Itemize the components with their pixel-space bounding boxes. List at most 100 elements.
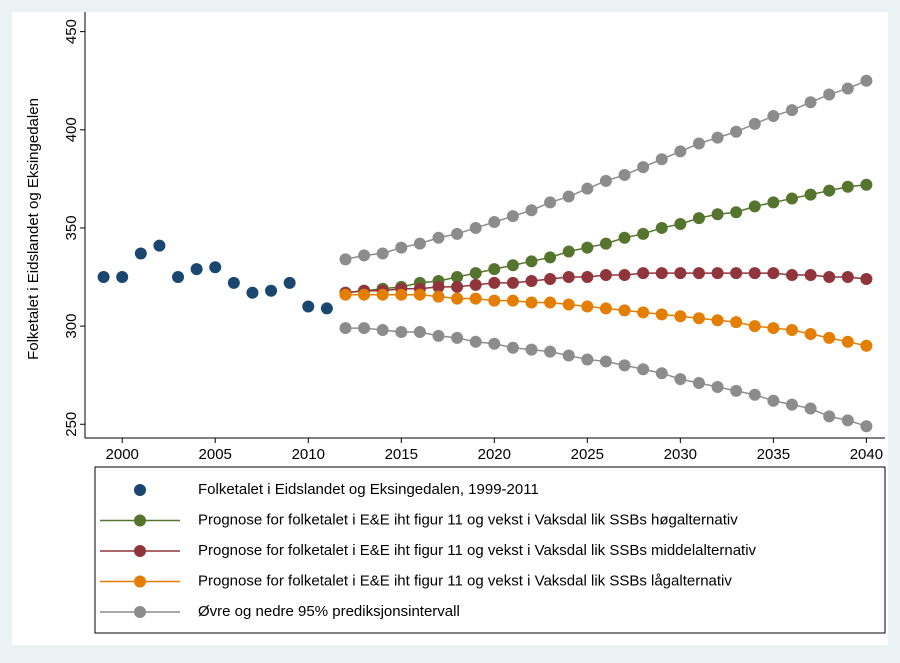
data-point <box>618 231 631 244</box>
data-point <box>488 216 501 229</box>
data-point <box>655 221 668 234</box>
data-point <box>525 255 538 268</box>
data-point <box>246 286 259 299</box>
data-point <box>581 271 594 284</box>
data-point <box>562 298 575 311</box>
data-point <box>581 182 594 195</box>
y-tick-label: 450 <box>63 19 80 44</box>
data-point <box>544 272 557 285</box>
data-point <box>637 306 650 319</box>
data-point <box>581 353 594 366</box>
data-point <box>767 110 780 123</box>
data-point <box>618 269 631 282</box>
data-point <box>358 249 371 262</box>
data-point <box>767 322 780 335</box>
data-point <box>841 180 854 193</box>
data-point <box>655 308 668 321</box>
legend-marker <box>134 606 146 618</box>
data-point <box>655 367 668 380</box>
data-point <box>711 314 724 327</box>
data-point <box>785 104 798 117</box>
data-point <box>785 192 798 205</box>
x-tick-label: 2035 <box>757 446 790 463</box>
data-point <box>599 174 612 187</box>
data-point <box>544 345 557 358</box>
data-point <box>767 196 780 209</box>
data-point <box>674 373 687 386</box>
x-tick-label: 2005 <box>199 446 232 463</box>
data-point <box>209 261 222 274</box>
legend-label: Øvre og nedre 95% prediksjonsintervall <box>198 603 460 620</box>
data-point <box>823 410 836 423</box>
legend-marker <box>134 514 146 527</box>
data-point <box>860 272 873 285</box>
data-point <box>376 247 389 260</box>
x-tick-label: 2030 <box>664 446 697 463</box>
data-point <box>376 288 389 301</box>
data-point <box>413 325 426 338</box>
data-point <box>432 280 445 293</box>
data-point <box>413 288 426 301</box>
data-point <box>785 324 798 337</box>
data-point <box>488 263 501 276</box>
legend-label: Folketalet i Eidslandet og Eksingedalen,… <box>198 481 539 498</box>
data-point <box>748 320 761 333</box>
x-tick-label: 2020 <box>478 446 511 463</box>
data-point <box>544 196 557 209</box>
data-point <box>637 363 650 376</box>
data-point <box>451 292 464 305</box>
data-point <box>767 267 780 280</box>
data-point <box>823 331 836 344</box>
legend-label: Prognose for folketalet i E&E iht figur … <box>198 542 757 559</box>
data-point <box>525 343 538 356</box>
data-point <box>841 414 854 427</box>
data-point <box>451 227 464 240</box>
data-point <box>692 312 705 325</box>
data-point <box>730 125 743 138</box>
data-point <box>395 325 408 338</box>
data-point <box>637 267 650 280</box>
data-point <box>432 290 445 303</box>
legend-label: Prognose for folketalet i E&E iht figur … <box>198 511 738 528</box>
data-point <box>785 398 798 411</box>
legend-label: Prognose for folketalet i E&E iht figur … <box>198 572 732 589</box>
data-point <box>488 337 501 350</box>
data-point <box>785 269 798 282</box>
data-point <box>730 316 743 329</box>
data-point <box>525 204 538 217</box>
data-point <box>581 241 594 254</box>
data-point <box>506 276 519 289</box>
data-point <box>711 380 724 393</box>
y-tick-label: 300 <box>63 314 80 339</box>
x-tick-label: 2010 <box>292 446 325 463</box>
data-point <box>618 168 631 181</box>
data-point <box>562 349 575 362</box>
data-point <box>283 276 296 289</box>
data-point <box>841 82 854 95</box>
data-point <box>562 190 575 203</box>
data-point <box>451 280 464 293</box>
data-point <box>692 137 705 150</box>
data-point <box>711 208 724 221</box>
data-point <box>674 267 687 280</box>
legend <box>94 466 886 634</box>
data-point <box>525 296 538 309</box>
x-tick-label: 2025 <box>571 446 604 463</box>
y-tick-label: 350 <box>63 215 80 240</box>
data-point <box>711 131 724 144</box>
data-point <box>748 267 761 280</box>
data-point <box>506 210 519 223</box>
data-point <box>469 335 482 348</box>
data-point <box>451 271 464 284</box>
data-point <box>692 267 705 280</box>
x-tick-label: 2015 <box>385 446 418 463</box>
data-point <box>562 245 575 258</box>
data-point <box>376 324 389 337</box>
data-point <box>97 271 110 284</box>
data-point <box>544 251 557 264</box>
data-point <box>655 267 668 280</box>
data-point <box>841 271 854 284</box>
data-point <box>153 239 166 252</box>
data-point <box>730 267 743 280</box>
